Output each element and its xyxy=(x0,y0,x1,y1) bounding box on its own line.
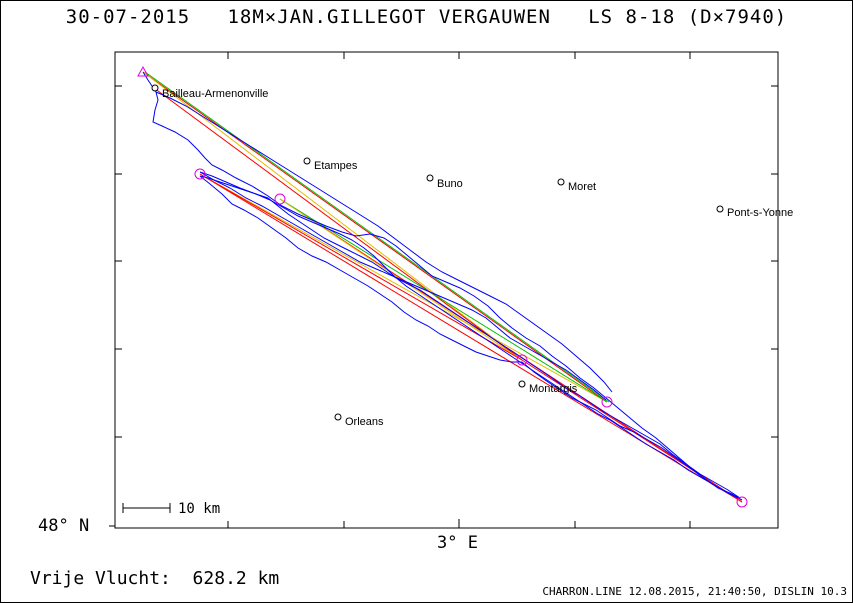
town-dot-buno xyxy=(426,174,434,182)
town-label-bailleau: Bailleau-Armenonville xyxy=(162,88,268,100)
track-segment-6 xyxy=(199,171,607,401)
task-leg-red-6 xyxy=(199,173,523,361)
town-label-orleans: Orleans xyxy=(345,416,384,428)
town-label-montargis: Montargis xyxy=(529,383,578,395)
task-leg-yellow-2 xyxy=(199,173,608,403)
scale-bar-label: 10 km xyxy=(178,501,220,517)
axis-ticks xyxy=(109,52,778,528)
track-segment-3 xyxy=(199,175,522,363)
town-markers: Bailleau-Armenonville Etampes Buno Moret… xyxy=(151,84,793,428)
turnpoint-1 xyxy=(194,168,206,180)
free-flight-distance: Vrije Vlucht: 628.2 km xyxy=(30,568,280,589)
flight-title: 30-07-2015 18M×JAN.GILLEGOT VERGAUWEN LS… xyxy=(65,6,788,28)
town-label-etampes: Etampes xyxy=(314,160,358,172)
turnpoint-4 xyxy=(601,396,613,408)
scale-bar xyxy=(122,503,171,513)
track-segment-5 xyxy=(199,171,743,501)
plot-frame xyxy=(114,51,779,529)
track-segment-7 xyxy=(155,91,613,393)
town-label-buno: Buno xyxy=(437,178,463,190)
track-segment-4 xyxy=(521,361,743,501)
finish-circle xyxy=(736,496,748,508)
task-leg-green-1 xyxy=(144,71,610,403)
town-label-moret: Moret xyxy=(568,181,596,193)
latitude-label: 48° N xyxy=(38,516,89,536)
track-segment-1 xyxy=(142,71,741,499)
task-lines xyxy=(142,71,743,503)
town-dot-bailleau xyxy=(151,84,159,92)
turnpoints xyxy=(137,65,748,508)
start-triangle xyxy=(137,65,149,77)
flight-track xyxy=(142,71,743,501)
task-leg-red-1 xyxy=(142,71,608,403)
town-dot-orleans xyxy=(334,413,342,421)
town-dot-pont-s-yonne xyxy=(716,205,724,213)
town-dot-moret xyxy=(557,178,565,186)
town-dot-etampes xyxy=(303,157,311,165)
town-dot-montargis xyxy=(518,380,526,388)
turnpoint-2 xyxy=(274,193,286,205)
longitude-label: 3° E xyxy=(437,533,478,553)
render-credit: CHARRON.LINE 12.08.2015, 21:40:50, DISLI… xyxy=(542,585,847,598)
turnpoint-3 xyxy=(516,354,528,366)
task-leg-yellow-1 xyxy=(142,71,523,361)
town-label-pont-s-yonne: Pont-s-Yonne xyxy=(727,207,793,219)
task-leg-green-2 xyxy=(279,198,608,403)
task-leg-red-2 xyxy=(153,87,523,361)
track-segment-2 xyxy=(267,197,741,499)
